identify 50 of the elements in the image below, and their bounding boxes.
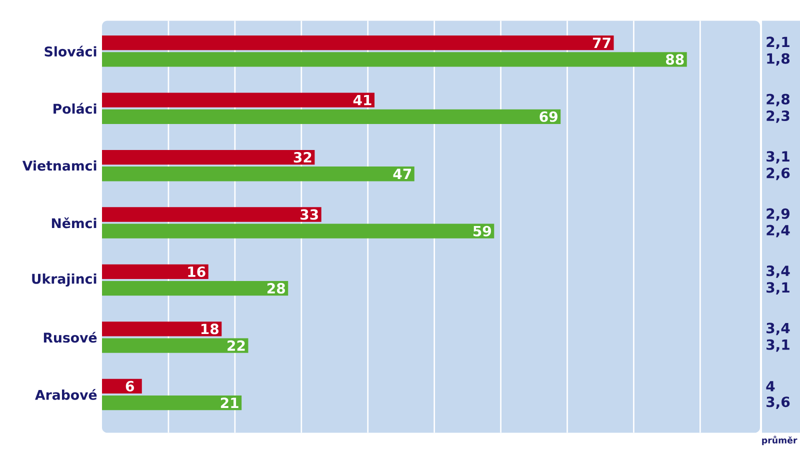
bar bbox=[102, 281, 288, 296]
data-label: 77 bbox=[592, 38, 610, 48]
data-label: 69 bbox=[540, 111, 558, 122]
text: 4 bbox=[766, 381, 775, 392]
data-label: 16 bbox=[188, 266, 206, 278]
text: 3,4 bbox=[766, 322, 790, 336]
y-tick-label: Vietnamci bbox=[22, 160, 96, 171]
bar bbox=[102, 338, 248, 353]
bar bbox=[102, 109, 561, 124]
y-tick-label: Slováci bbox=[44, 46, 96, 57]
data-label: 21 bbox=[220, 398, 238, 408]
bar bbox=[102, 224, 494, 239]
text: 2,9 bbox=[766, 208, 790, 221]
y-tick-label: Ukrajinci bbox=[32, 274, 96, 287]
y-tick-label: Rusové bbox=[44, 332, 97, 343]
text: 2,8 bbox=[766, 94, 790, 106]
bar bbox=[102, 150, 315, 165]
text: 3,4 bbox=[766, 266, 790, 278]
text: 3,1 bbox=[766, 151, 790, 164]
data-label: 59 bbox=[473, 226, 491, 236]
y-tick-label: Němci bbox=[52, 217, 96, 228]
bar bbox=[102, 396, 242, 410]
text: 1,8 bbox=[767, 53, 790, 66]
bar bbox=[102, 378, 142, 394]
text: 2,3 bbox=[766, 110, 790, 123]
bar bbox=[102, 36, 614, 50]
bar bbox=[102, 166, 414, 182]
data-label: 33 bbox=[300, 209, 318, 220]
data-label: 47 bbox=[393, 168, 411, 180]
data-label: 18 bbox=[201, 324, 219, 334]
bar bbox=[102, 52, 687, 67]
data-label: 88 bbox=[666, 54, 684, 65]
bar bbox=[102, 264, 208, 280]
text: 2,1 bbox=[766, 36, 790, 50]
text: průměr bbox=[762, 436, 798, 446]
text: 3,1 bbox=[766, 282, 790, 295]
text: 2,6 bbox=[766, 168, 790, 180]
bar bbox=[102, 92, 374, 108]
text: 3,6 bbox=[766, 396, 790, 410]
bar bbox=[102, 207, 322, 222]
data-label: 32 bbox=[294, 152, 312, 163]
data-label: 6 bbox=[126, 380, 134, 392]
data-label: 41 bbox=[353, 95, 372, 106]
bar bbox=[102, 322, 222, 336]
y-tick-label: Poláci bbox=[54, 103, 96, 114]
text: 2,4 bbox=[766, 225, 790, 238]
data-label: 22 bbox=[228, 340, 245, 351]
data-label: 28 bbox=[267, 283, 285, 294]
y-tick-label: Arabové bbox=[35, 389, 97, 400]
text: 3,1 bbox=[766, 339, 790, 352]
